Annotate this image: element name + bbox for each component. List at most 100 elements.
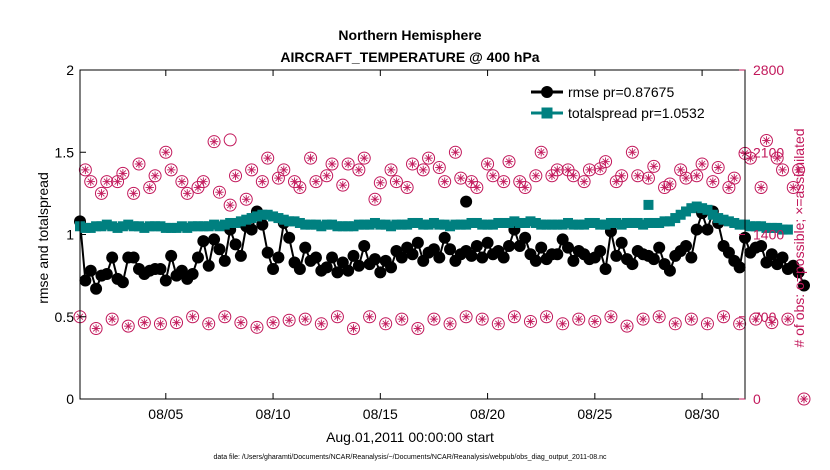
rmse-point	[497, 251, 510, 264]
totalspread-point	[375, 219, 386, 230]
totalspread-point	[117, 221, 128, 232]
rmse-point	[503, 240, 516, 253]
obs-assimilated-point	[343, 159, 353, 169]
obs-assimilated-point	[199, 177, 208, 186]
obs-assimilated-point	[408, 159, 417, 169]
obs-assimilated-point	[515, 177, 524, 186]
x-tick-label: 08/20	[470, 406, 505, 422]
obs-possible-point	[754, 181, 768, 194]
totalspread-point	[530, 217, 541, 228]
rmse-point	[368, 253, 381, 266]
obs-possible-point	[711, 161, 725, 175]
obs-possible-point	[684, 312, 698, 326]
obs-assimilated-point	[365, 312, 374, 321]
obs-assimilated-point	[124, 321, 133, 331]
obs-assimilated-point	[118, 169, 128, 178]
obs-assimilated-point	[553, 165, 562, 175]
totalspread-point	[284, 216, 295, 227]
totalspread-point	[262, 209, 273, 220]
obs-possible-point	[668, 317, 682, 331]
obs-possible-point	[727, 171, 741, 185]
obs-possible-point	[266, 316, 280, 330]
obs-possible-point	[164, 163, 178, 177]
obs-assimilated-point	[520, 183, 530, 192]
obs-assimilated-point	[402, 183, 412, 192]
totalspread-point	[80, 222, 91, 233]
obs-possible-point	[700, 317, 714, 331]
obs-assimilated-point	[778, 165, 787, 175]
obs-possible-point	[432, 161, 446, 175]
totalspread-point	[133, 221, 144, 232]
totalspread-point	[471, 217, 482, 228]
legend-spread-label: totalspread pr=1.0532	[568, 105, 705, 121]
obs-possible-point	[143, 181, 157, 194]
totalspread-point	[638, 219, 649, 230]
obs-possible-point	[550, 163, 564, 177]
obs-assimilated-point	[166, 165, 176, 175]
obs-possible-point	[733, 317, 747, 331]
obs-assimilated-point	[188, 312, 197, 321]
obs-assimilated-point	[370, 195, 380, 204]
rmse-point	[626, 258, 639, 271]
totalspread-point	[402, 219, 413, 230]
rmse-point	[213, 243, 226, 256]
obs-possible-point	[647, 159, 661, 173]
rmse-point	[272, 251, 285, 264]
rmse-point	[159, 274, 172, 287]
totalspread-point	[702, 204, 713, 215]
totalspread-point	[198, 221, 209, 232]
obs-assimilated-point	[327, 159, 337, 169]
totalspread-point	[734, 219, 745, 230]
obs-assimilated-point	[290, 177, 299, 186]
totalspread-point	[278, 214, 289, 225]
rmse-point	[358, 240, 371, 253]
obs-possible-point	[379, 317, 393, 331]
totalspread-point	[466, 217, 477, 228]
rmse-point	[615, 236, 628, 249]
totalspread-point	[568, 219, 579, 230]
obs-assimilated-point	[654, 312, 664, 321]
obs-possible-point	[105, 312, 119, 326]
rmse-point	[460, 195, 473, 208]
totalspread-point	[316, 221, 327, 232]
obs-assimilated-point	[183, 189, 192, 198]
rmse-point	[776, 251, 789, 264]
obs-assimilated-point	[392, 177, 401, 186]
totalspread-point	[557, 219, 568, 230]
totalspread-point	[144, 221, 155, 232]
obs-assimilated-point	[606, 312, 616, 321]
obs-possible-point	[411, 322, 425, 335]
rmse-point	[385, 261, 398, 274]
totalspread-point	[96, 221, 107, 232]
totalspread-point	[289, 216, 300, 227]
rmse-point	[331, 266, 344, 279]
obs-assimilated-point	[311, 177, 321, 186]
totalspread-point	[777, 224, 788, 235]
obs-assimilated-point	[161, 148, 171, 157]
x-tick-label: 08/05	[148, 406, 183, 422]
obs-assimilated-point	[494, 319, 503, 328]
obs-assimilated-point	[204, 319, 213, 328]
totalspread-point	[439, 219, 450, 230]
obs-possible-point	[759, 134, 773, 147]
obs-assimilated-point	[504, 157, 514, 166]
obs-assimilated-point	[129, 189, 138, 198]
totalspread-point	[380, 219, 391, 230]
obs-assimilated-point	[649, 162, 659, 171]
totalspread-point	[192, 221, 203, 232]
rmse-point	[347, 249, 360, 262]
obs-possible-point	[314, 317, 328, 331]
obs-possible-point	[277, 163, 291, 177]
obs-assimilated-point	[236, 318, 246, 327]
obs-possible-point	[422, 151, 436, 165]
chart-title-line1: Northern Hemisphere	[338, 27, 481, 43]
obs-possible-point	[577, 175, 591, 189]
obs-possible-point	[475, 312, 489, 326]
obs-possible-point	[357, 151, 371, 165]
rmse-point	[218, 254, 231, 267]
obs-possible-point	[100, 175, 114, 189]
totalspread-point	[681, 206, 692, 217]
rmse-point	[680, 240, 693, 253]
totalspread-point	[691, 201, 702, 212]
